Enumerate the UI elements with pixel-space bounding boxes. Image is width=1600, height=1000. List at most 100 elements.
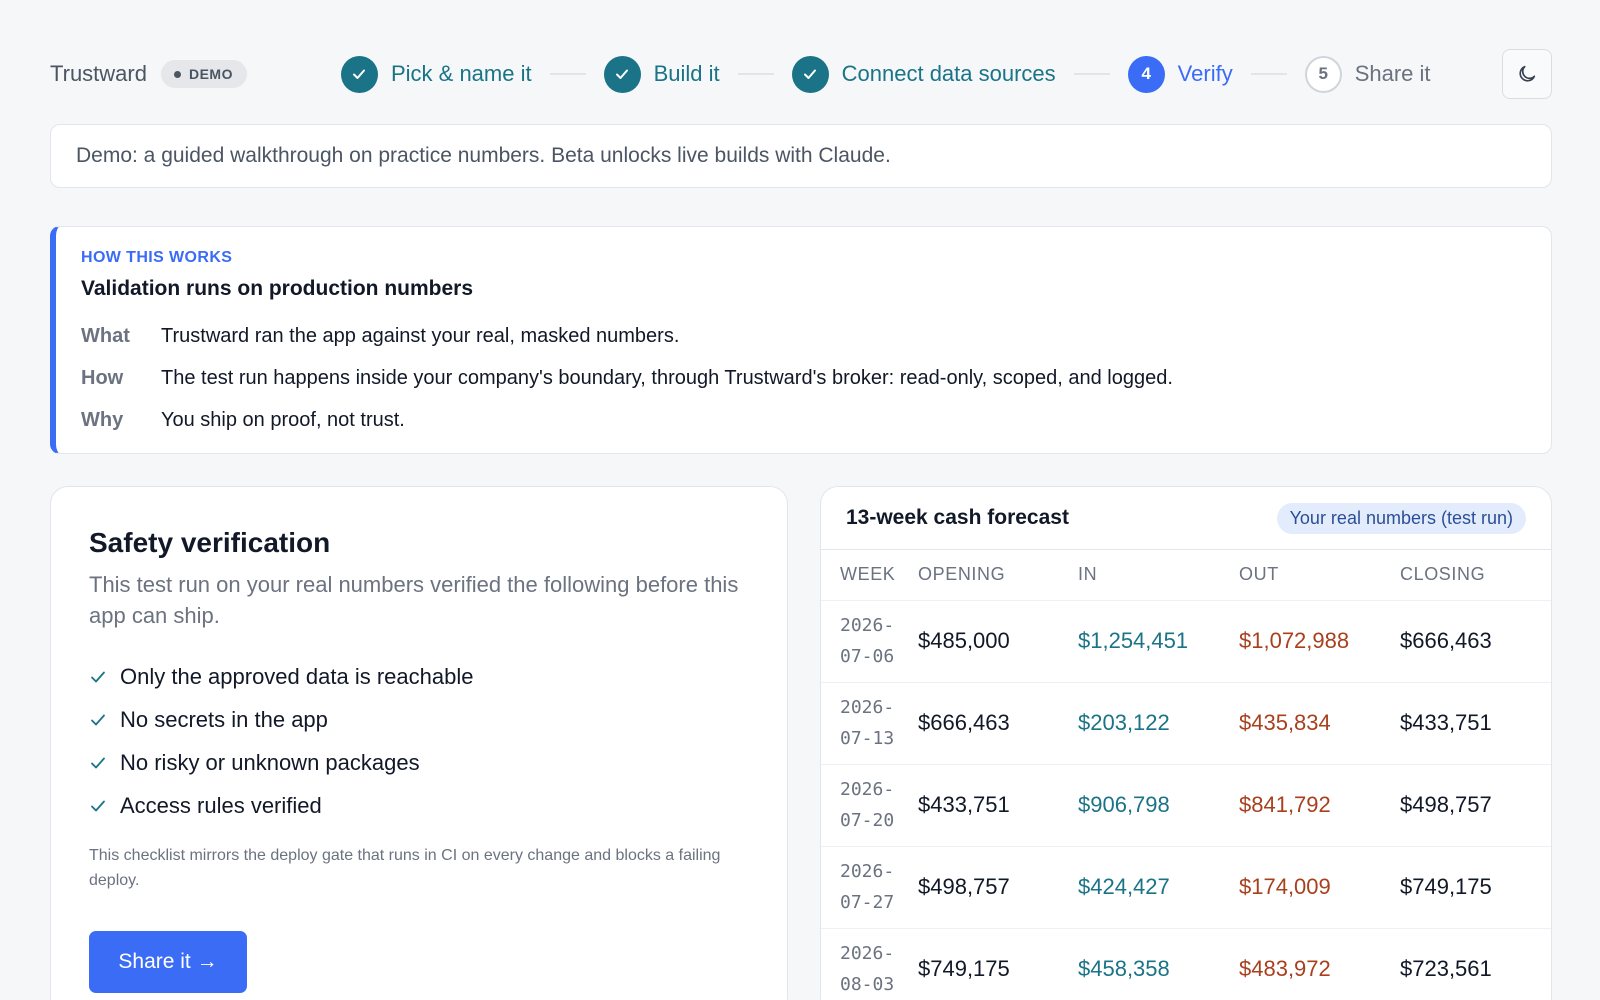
check-item: No risky or unknown packages <box>89 741 749 784</box>
out-cell: $841,792 <box>1239 764 1400 847</box>
step-number: 5 <box>1304 55 1342 93</box>
column-header-opening: OPENING <box>918 550 1078 601</box>
table-row: 2026- 07-27 $498,757 $424,427 $174,009 $7… <box>821 846 1551 929</box>
closing-cell: $433,751 <box>1400 682 1551 765</box>
step-number: 4 <box>1127 55 1165 93</box>
how-eyebrow: HOW THIS WORKS <box>81 249 233 266</box>
opening-cell: $749,175 <box>918 928 1078 1000</box>
in-cell: $458,358 <box>1078 928 1239 1000</box>
opening-cell: $433,751 <box>918 764 1078 847</box>
how-value: You ship on proof, not trust. <box>161 408 405 431</box>
in-cell: $906,798 <box>1078 764 1239 847</box>
check-label: Access rules verified <box>120 792 322 818</box>
week-date: 07-13 <box>840 728 895 749</box>
out-cell: $174,009 <box>1239 846 1400 929</box>
how-key: What <box>81 324 130 347</box>
step-connector <box>737 73 774 75</box>
week-date: 08-03 <box>840 974 895 995</box>
forecast-title: 13-week cash forecast <box>846 506 1069 529</box>
how-value: The test run happens inside your company… <box>161 366 1173 389</box>
brand: Trustward DEMO <box>50 60 247 88</box>
how-row-how: How The test run happens inside your com… <box>81 357 1551 399</box>
week-year: 2026- <box>840 861 895 882</box>
dot-icon <box>173 70 181 78</box>
check-icon <box>89 668 107 686</box>
week-year: 2026- <box>840 615 895 636</box>
check-item: No secrets in the app <box>89 698 749 741</box>
step-verify[interactable]: 4 Verify <box>1127 55 1233 93</box>
week-year: 2026- <box>840 943 895 964</box>
closing-cell: $666,463 <box>1400 600 1551 683</box>
step-label: Verify <box>1177 61 1233 86</box>
check-label: No risky or unknown packages <box>120 749 420 775</box>
table-row: 2026- 07-13 $666,463 $203,122 $435,834 $4… <box>821 682 1551 765</box>
step-label: Share it <box>1354 61 1431 86</box>
week-cell: 2026- 07-20 <box>821 764 918 847</box>
opening-cell: $666,463 <box>918 682 1078 765</box>
forecast-header: 13-week cash forecast Your real numbers … <box>821 487 1551 550</box>
in-cell: $1,254,451 <box>1078 600 1239 683</box>
week-date: 07-20 <box>840 810 895 831</box>
safety-description: This test run on your real numbers verif… <box>89 572 739 628</box>
how-rows: What Trustward ran the app against your … <box>81 315 1551 441</box>
step-pick-name[interactable]: Pick & name it <box>340 55 532 93</box>
table-row: 2026- 07-20 $433,751 $906,798 $841,792 $4… <box>821 764 1551 847</box>
check-item: Only the approved data is reachable <box>89 655 749 698</box>
out-cell: $435,834 <box>1239 682 1400 765</box>
opening-cell: $485,000 <box>918 600 1078 683</box>
table-header-row: WEEK OPENING IN OUT CLOSING <box>821 550 1551 601</box>
check-icon <box>89 797 107 815</box>
check-label: Only the approved data is reachable <box>120 663 474 689</box>
step-label: Connect data sources <box>841 61 1056 86</box>
closing-cell: $723,561 <box>1400 928 1551 1000</box>
moon-icon <box>1519 65 1536 82</box>
brand-name: Trustward <box>50 61 147 86</box>
week-cell: 2026- 07-13 <box>821 682 918 765</box>
forecast-table: WEEK OPENING IN OUT CLOSING 2026- 07-06 $… <box>821 550 1551 1000</box>
check-icon <box>89 711 107 729</box>
table-row: 2026- 07-06 $485,000 $1,254,451 $1,072,98… <box>821 600 1551 683</box>
out-cell: $1,072,988 <box>1239 600 1400 683</box>
step-label: Build it <box>653 61 720 86</box>
week-cell: 2026- 07-06 <box>821 600 918 683</box>
step-connector <box>1250 73 1287 75</box>
step-connector <box>1073 73 1110 75</box>
demo-notice-text: Demo: a guided walkthrough on practice n… <box>76 144 891 167</box>
how-value: Trustward ran the app against your real,… <box>161 324 680 347</box>
demo-badge-label: DEMO <box>188 66 233 82</box>
week-date: 07-06 <box>840 646 895 667</box>
check-icon <box>603 55 641 93</box>
opening-cell: $498,757 <box>918 846 1078 929</box>
week-year: 2026- <box>840 697 895 718</box>
check-list: Only the approved data is reachable No s… <box>89 655 749 827</box>
how-key: Why <box>81 408 124 431</box>
how-title: Validation runs on production numbers <box>81 277 474 300</box>
step-build[interactable]: Build it <box>603 55 720 93</box>
share-it-button[interactable]: Share it → <box>89 931 247 993</box>
column-header-out: OUT <box>1239 550 1400 601</box>
check-icon <box>89 754 107 772</box>
in-cell: $424,427 <box>1078 846 1239 929</box>
step-connect-data[interactable]: Connect data sources <box>791 55 1056 93</box>
column-header-in: IN <box>1078 550 1239 601</box>
stepper: Pick & name it Build it Connect data sou… <box>340 55 1431 93</box>
theme-toggle-button[interactable] <box>1502 49 1552 99</box>
in-cell: $203,122 <box>1078 682 1239 765</box>
check-icon <box>340 55 378 93</box>
check-item: Access rules verified <box>89 784 749 827</box>
test-run-badge: Your real numbers (test run) <box>1276 502 1526 534</box>
week-cell: 2026- 07-27 <box>821 846 918 929</box>
top-bar: Trustward DEMO Pick & name it Build it C… <box>50 49 1552 99</box>
week-date: 07-27 <box>840 892 895 913</box>
demo-notice: Demo: a guided walkthrough on practice n… <box>50 124 1552 188</box>
week-year: 2026- <box>840 779 895 800</box>
how-key: How <box>81 366 124 389</box>
closing-cell: $749,175 <box>1400 846 1551 929</box>
step-label: Pick & name it <box>390 61 532 86</box>
week-cell: 2026- 08-03 <box>821 928 918 1000</box>
out-cell: $483,972 <box>1239 928 1400 1000</box>
safety-footnote: This checklist mirrors the deploy gate t… <box>89 847 721 889</box>
safety-verification-card: Safety verification This test run on you… <box>50 486 788 1000</box>
step-share[interactable]: 5 Share it <box>1304 55 1431 93</box>
check-icon <box>791 55 829 93</box>
